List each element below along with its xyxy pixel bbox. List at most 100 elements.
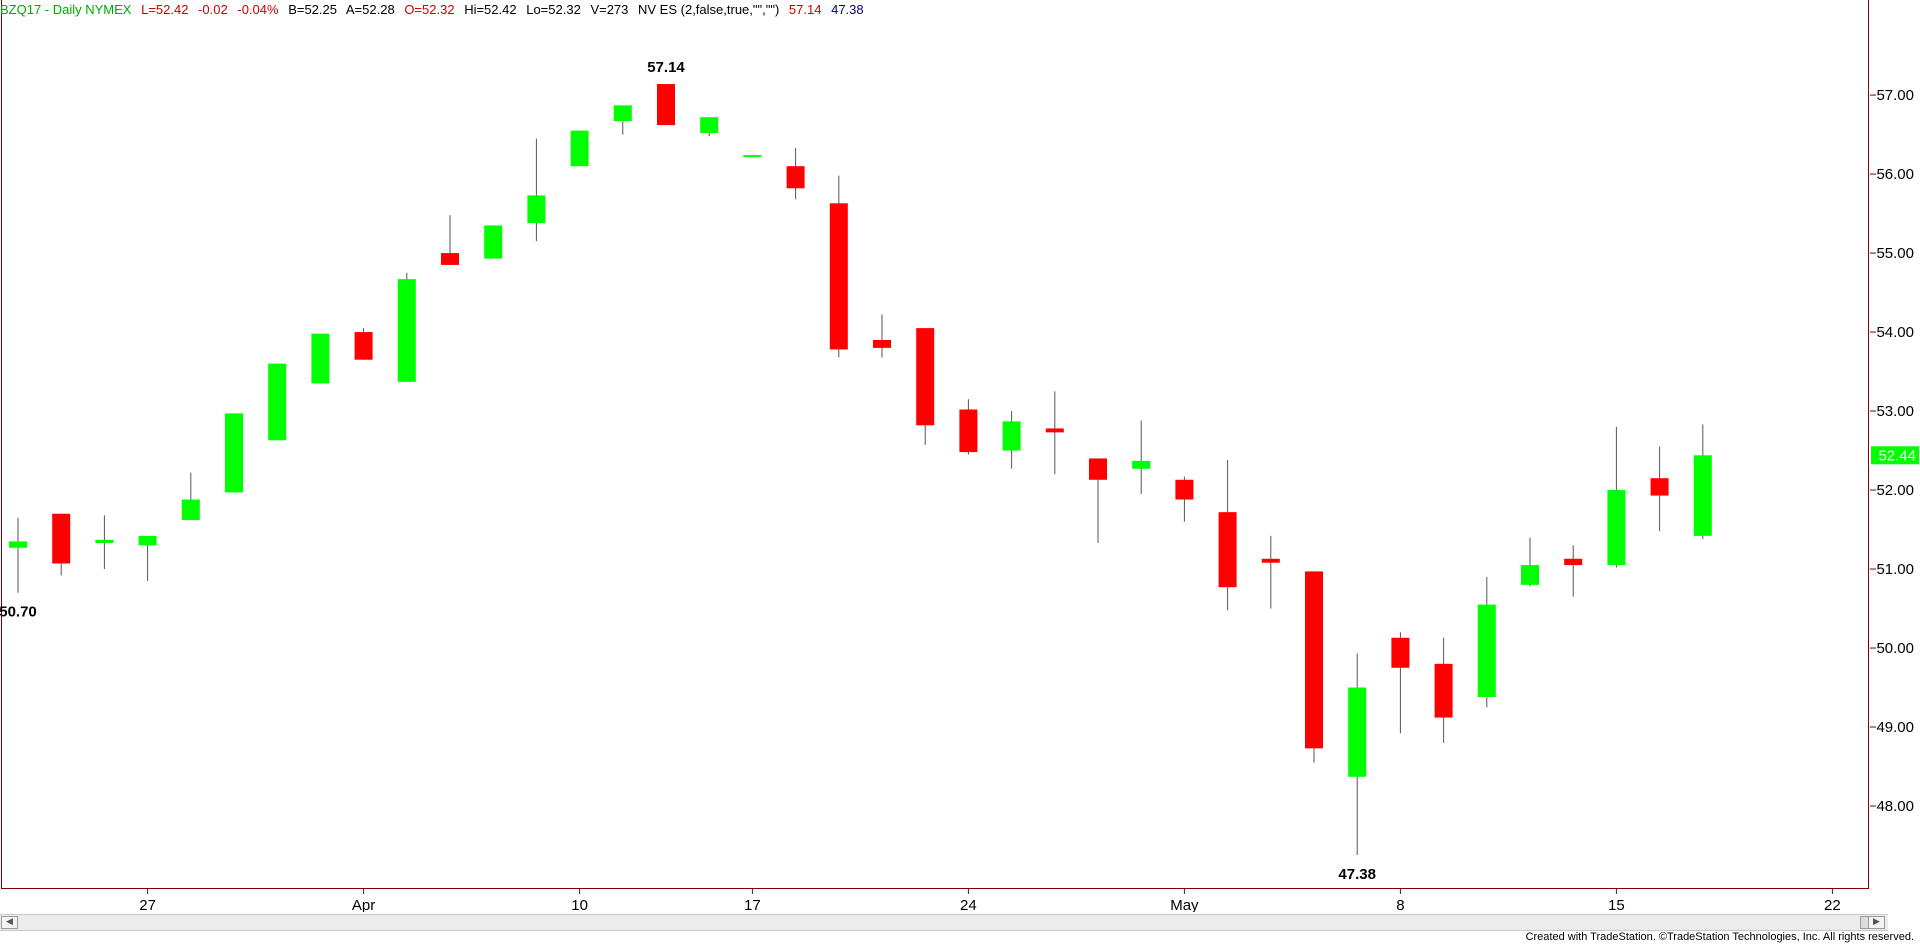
- last-price-box: [1871, 446, 1919, 465]
- time-tick-label: Apr: [352, 897, 375, 912]
- candle: [786, 148, 805, 200]
- change-label: -0.02: [198, 2, 228, 17]
- candle: [1693, 424, 1712, 540]
- chevron-right-icon: ▶: [1873, 917, 1880, 927]
- study-high-label: 57.14: [788, 2, 822, 17]
- candle-body-up: [1132, 460, 1151, 469]
- candle-body-up: [570, 130, 589, 167]
- candle-body-up: [9, 541, 27, 548]
- candle-body-down: [1218, 512, 1237, 588]
- candle: [181, 472, 200, 521]
- price-extreme-label: 50.70: [0, 604, 37, 621]
- plot-area[interactable]: [1, 0, 1869, 888]
- time-tick-label: 8: [1396, 897, 1404, 912]
- price-axis: 57.00 56.00 55.00 54.00 53.00 52.00 51.00 50.00…: [1870, 87, 1914, 815]
- candle: [1391, 632, 1410, 734]
- candle: [1002, 411, 1021, 469]
- candle-body-up: [268, 363, 287, 441]
- candle: [484, 225, 503, 259]
- candle-body-up: [743, 155, 762, 158]
- candle-body-up: [1607, 490, 1626, 566]
- symbol-label: BZQ17 - Daily NYMEX: [0, 2, 132, 17]
- candle: [9, 517, 27, 593]
- candle: [1564, 545, 1583, 597]
- candle: [311, 333, 330, 384]
- candle: [441, 215, 459, 265]
- time-tick-label: 17: [744, 897, 761, 912]
- candle-body-up: [1521, 565, 1539, 585]
- scroll-left-button[interactable]: ◀: [1, 916, 18, 929]
- candle: [570, 130, 589, 167]
- time-tick-label: 27: [139, 897, 156, 912]
- candle: [657, 84, 675, 126]
- candle: [1089, 458, 1107, 543]
- time-tick-label: 15: [1608, 897, 1625, 912]
- candle-body-down: [1434, 663, 1453, 718]
- candle: [1218, 460, 1237, 611]
- candle-body-down: [1650, 478, 1669, 496]
- price-extreme-label: 47.38: [1338, 866, 1376, 883]
- candle-body-down: [441, 253, 459, 265]
- price-tick-label: 57.00: [1876, 87, 1914, 104]
- candle: [1261, 535, 1280, 609]
- candle: [829, 175, 848, 358]
- candle-body-down: [1564, 558, 1583, 566]
- price-tick-label: 48.00: [1876, 798, 1914, 815]
- candle-body-down: [1261, 558, 1280, 563]
- candle-body-up: [1348, 687, 1367, 777]
- candle-body-up: [1477, 604, 1496, 698]
- candle-body-down: [829, 203, 848, 350]
- chevron-left-icon: ◀: [6, 917, 13, 927]
- bid-label: B=52.25: [288, 2, 337, 17]
- candle: [1045, 391, 1064, 475]
- price-tick-label: 56.00: [1876, 166, 1914, 183]
- candle-body-down: [1175, 479, 1194, 500]
- candle-body-down: [1045, 428, 1064, 433]
- symbol-header: BZQ17 - Daily NYMEX L=52.42 -0.02 -0.04%…: [0, 2, 870, 20]
- change-pct-label: -0.04%: [237, 2, 279, 17]
- scroll-right-button[interactable]: ▶: [1868, 916, 1885, 929]
- annotations-layer: 57.14 50.70 47.38: [0, 59, 1376, 883]
- footer-credit: Created with TradeStation. ©TradeStation…: [1525, 931, 1914, 943]
- candle-body-up: [138, 535, 157, 546]
- candle-body-down: [1305, 571, 1323, 749]
- candlestick-chart: 57.00 56.00 55.00 54.00 53.00 52.00 51.00 50.00…: [0, 59, 1919, 912]
- candle-body-up: [613, 105, 632, 122]
- price-extreme-label: 57.14: [647, 59, 685, 76]
- price-tick-label: 54.00: [1876, 324, 1914, 341]
- candle: [1434, 637, 1453, 743]
- study-label: NV ES (2,false,true,"",""): [638, 2, 780, 17]
- ask-label: A=52.28: [345, 2, 395, 17]
- candle-body-up: [181, 499, 200, 521]
- price-tick-label: 49.00: [1876, 719, 1914, 736]
- volume-label: V=273: [590, 2, 629, 17]
- candle: [354, 328, 373, 360]
- candle-body-up: [1693, 455, 1712, 536]
- candle: [397, 272, 416, 382]
- price-tick-label: 55.00: [1876, 245, 1914, 262]
- candle: [1650, 446, 1669, 532]
- time-axis: 27 Apr 10 17 24 May 8 15 22: [139, 888, 1841, 912]
- time-tick-label: 22: [1824, 897, 1841, 912]
- open-label: O=52.32: [404, 2, 455, 17]
- candle: [268, 363, 287, 441]
- last-price-label: L=52.42: [141, 2, 189, 17]
- candle: [225, 413, 243, 493]
- time-tick-label: May: [1170, 897, 1199, 912]
- candle: [1132, 420, 1151, 494]
- candle-body-down: [916, 328, 935, 426]
- candle: [1477, 576, 1496, 708]
- candle-body-up: [311, 333, 330, 384]
- candle-body-up: [225, 413, 243, 493]
- price-tick-label: 50.00: [1876, 640, 1914, 657]
- candle-body-down: [52, 513, 71, 564]
- candle: [873, 314, 891, 358]
- candle: [743, 155, 762, 158]
- candle: [700, 117, 719, 137]
- candle-body-down: [657, 84, 675, 126]
- candle-body-up: [700, 117, 719, 134]
- candle: [916, 328, 935, 446]
- candle: [527, 138, 546, 242]
- time-axis-line: [1, 888, 1869, 889]
- time-scrollbar[interactable]: ◀ ▶: [0, 914, 1888, 931]
